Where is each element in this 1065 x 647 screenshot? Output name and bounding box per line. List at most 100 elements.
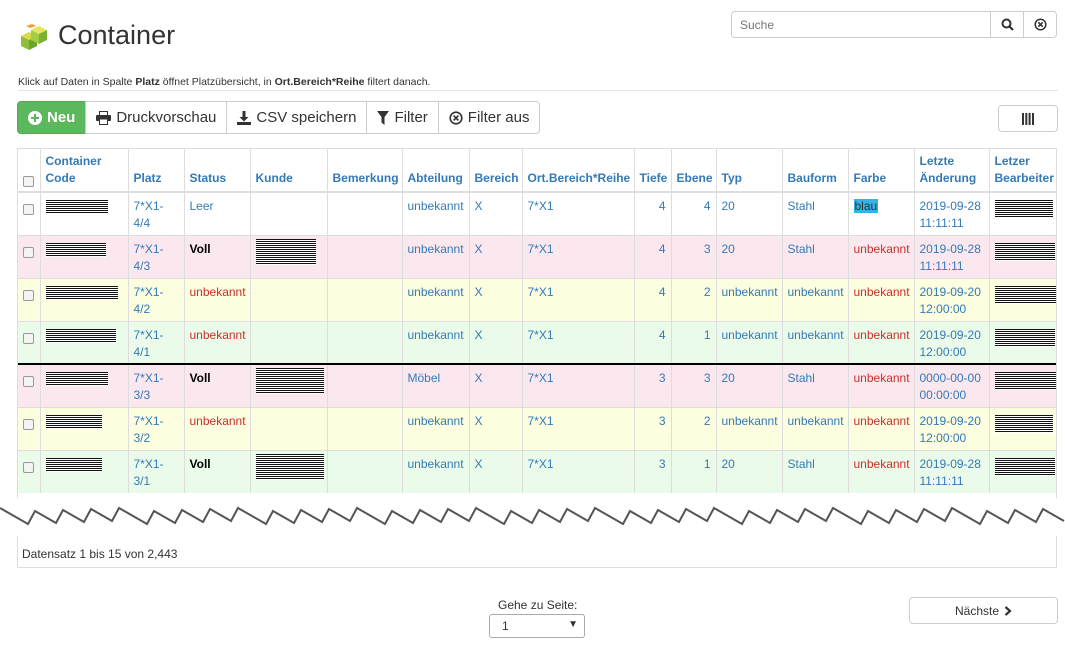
row-checkbox[interactable] xyxy=(23,376,34,387)
goto-page-label: Gehe zu Seite: xyxy=(498,598,578,612)
row-checkbox[interactable] xyxy=(23,418,34,430)
col-header-status[interactable]: Status xyxy=(184,149,251,193)
status-cell: unbekannt xyxy=(184,406,251,450)
container-table: Container Code Platz Status Kunde Bemerk… xyxy=(17,148,1057,568)
table-row[interactable]: 7*X1-4/2 unbekannt unbekannt X 7*X1 4 2 unbekan… xyxy=(18,277,1056,321)
row-select-cell xyxy=(18,191,41,235)
row-checkbox[interactable] xyxy=(23,204,34,215)
row-checkbox[interactable] xyxy=(23,246,34,258)
ort-bereich-reihe-cell[interactable]: 7*X1 xyxy=(522,320,635,364)
row-select-cell xyxy=(18,449,41,493)
search-button[interactable] xyxy=(990,12,1023,37)
platz-cell[interactable]: 7*X1-4/1 xyxy=(128,320,185,364)
tiefe-cell: 3 xyxy=(634,406,672,450)
platz-cell[interactable]: 7*X1-4/3 xyxy=(128,234,185,278)
row-select-cell xyxy=(18,234,41,278)
platz-cell[interactable]: 7*X1-3/1 xyxy=(128,449,185,493)
platz-cell[interactable]: 7*X1-4/2 xyxy=(128,277,185,321)
farbe-value: blau xyxy=(853,199,879,213)
redacted-text xyxy=(255,238,316,265)
clear-search-button[interactable] xyxy=(1023,12,1056,37)
row-checkbox[interactable] xyxy=(23,332,34,344)
col-header-abteilung[interactable]: Abteilung xyxy=(402,149,470,193)
ort-bereich-reihe-cell[interactable]: 7*X1 xyxy=(522,406,635,450)
letzter-bearbeiter-cell xyxy=(989,277,1056,321)
table-row[interactable]: 7*X1-3/3 Voll Möbel X 7*X1 3 3 20 Stahl unbekannt… xyxy=(18,363,1056,407)
new-button[interactable]: Neu xyxy=(17,101,87,134)
print-preview-button[interactable]: Druckvorschau xyxy=(85,101,228,134)
row-checkbox[interactable] xyxy=(23,461,34,473)
letzte-aenderung-cell: 2019-09-28 11:11:11 xyxy=(914,449,990,493)
row-select-cell xyxy=(18,406,41,450)
search-input[interactable] xyxy=(732,12,990,37)
row-checkbox[interactable] xyxy=(23,289,34,301)
bauform-cell: unbekannt xyxy=(782,406,849,450)
table-row[interactable]: 7*X1-3/2 unbekannt unbekannt X 7*X1 3 2 unbekan… xyxy=(18,406,1056,450)
filter-off-button[interactable]: Filter aus xyxy=(437,101,541,134)
platz-cell[interactable]: 7*X1-4/4 xyxy=(128,191,185,235)
plus-circle-icon xyxy=(28,110,42,125)
col-header-bereich[interactable]: Bereich xyxy=(469,149,523,193)
next-page-button[interactable]: Nächste xyxy=(909,597,1058,624)
col-header-typ[interactable]: Typ xyxy=(716,149,783,193)
col-header-bauform[interactable]: Bauform xyxy=(782,149,849,193)
col-header-bemerkung[interactable]: Bemerkung xyxy=(327,149,403,193)
typ-cell: unbekannt xyxy=(716,406,783,450)
bereich-cell: X xyxy=(469,363,523,407)
kunde-cell xyxy=(250,406,328,450)
table-row[interactable]: 7*X1-4/3 Voll unbekannt X 7*X1 4 3 20 Stahl unbek… xyxy=(18,234,1056,278)
farbe-cell: unbekannt xyxy=(848,406,915,450)
ebene-cell: 2 xyxy=(671,277,717,321)
bereich-cell: X xyxy=(469,191,523,235)
container-boxes-icon xyxy=(21,24,47,50)
redacted-text xyxy=(45,457,102,472)
redacted-text xyxy=(994,328,1055,347)
select-all-checkbox[interactable] xyxy=(23,176,34,187)
container-code-cell xyxy=(40,234,129,278)
filter-button[interactable]: Filter xyxy=(366,101,439,134)
bereich-cell: X xyxy=(469,406,523,450)
col-header-kunde[interactable]: Kunde xyxy=(250,149,328,193)
record-count: Datensatz 1 bis 15 von 2,443 xyxy=(22,547,178,561)
col-header-ort-bereich-reihe[interactable]: Ort.Bereich*Reihe xyxy=(522,149,635,193)
bauform-cell: Stahl xyxy=(782,191,849,235)
letzte-aenderung-cell: 2019-09-28 11:11:11 xyxy=(914,191,990,235)
select-all-cell xyxy=(18,149,41,193)
col-header-container-code[interactable]: Container Code xyxy=(40,149,129,193)
platz-cell[interactable]: 7*X1-3/2 xyxy=(128,406,185,450)
typ-cell: 20 xyxy=(716,363,783,407)
table-row[interactable]: 7*X1-3/1 Voll unbekannt X 7*X1 3 1 20 Stahl unbek… xyxy=(18,449,1056,493)
ort-bereich-reihe-cell[interactable]: 7*X1 xyxy=(522,191,635,235)
search-icon xyxy=(1001,18,1014,31)
bereich-cell: X xyxy=(469,234,523,278)
platz-cell[interactable]: 7*X1-3/3 xyxy=(128,363,185,407)
goto-page-select[interactable]: 1 ▼ xyxy=(489,614,585,638)
letzter-bearbeiter-cell xyxy=(989,191,1056,235)
ort-bereich-reihe-cell[interactable]: 7*X1 xyxy=(522,363,635,407)
col-header-letzte-aenderung[interactable]: Letzte Änderung xyxy=(914,149,990,193)
typ-cell: 20 xyxy=(716,234,783,278)
letzter-bearbeiter-cell xyxy=(989,363,1056,407)
redacted-text xyxy=(255,453,324,480)
farbe-value: unbekannt xyxy=(853,456,910,471)
dropdown-arrow-icon: ▼ xyxy=(568,619,578,630)
column-visibility-button[interactable] xyxy=(998,105,1058,132)
tiefe-cell: 4 xyxy=(634,234,672,278)
abteilung-cell: unbekannt xyxy=(402,277,470,321)
status-cell: unbekannt xyxy=(184,320,251,364)
ort-bereich-reihe-cell[interactable]: 7*X1 xyxy=(522,449,635,493)
row-select-cell xyxy=(18,277,41,321)
table-row[interactable]: 7*X1-4/4 Leer unbekannt X 7*X1 4 4 20 Stahl blau 2… xyxy=(18,191,1056,235)
table-row[interactable]: 7*X1-4/1 unbekannt unbekannt X 7*X1 4 1 unbekan… xyxy=(18,320,1056,364)
col-header-letzter-bearbeiter[interactable]: Letzer Bearbeiter xyxy=(989,149,1056,193)
col-header-platz[interactable]: Platz xyxy=(128,149,185,193)
ort-bereich-reihe-cell[interactable]: 7*X1 xyxy=(522,277,635,321)
csv-save-button[interactable]: CSV speichern xyxy=(226,101,368,134)
col-header-tiefe[interactable]: Tiefe xyxy=(634,149,672,193)
bereich-cell: X xyxy=(469,320,523,364)
col-header-farbe[interactable]: Farbe xyxy=(848,149,915,193)
ort-bereich-reihe-cell[interactable]: 7*X1 xyxy=(522,234,635,278)
container-code-cell xyxy=(40,449,129,493)
col-header-ebene[interactable]: Ebene xyxy=(671,149,717,193)
status-cell: unbekannt xyxy=(184,277,251,321)
